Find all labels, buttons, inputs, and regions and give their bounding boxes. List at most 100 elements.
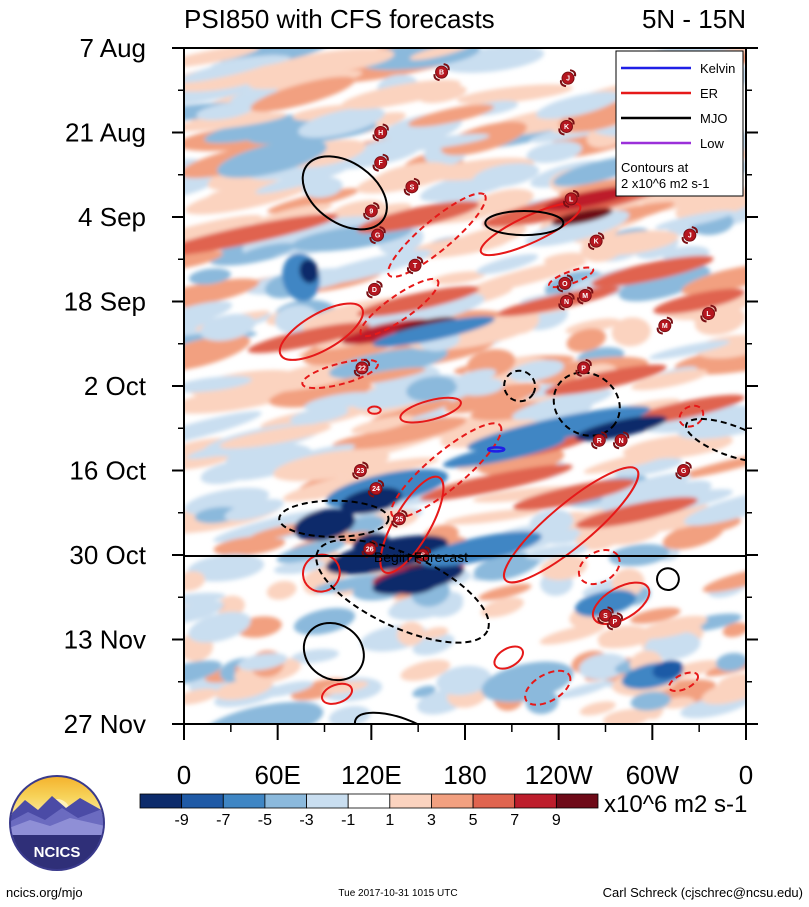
anomaly-cell — [419, 464, 573, 501]
anomaly-cell — [188, 268, 231, 285]
storm-swirl — [406, 256, 424, 275]
anomaly-cell — [237, 653, 288, 671]
anomaly-cell — [268, 381, 373, 408]
anomaly-cell — [565, 318, 620, 334]
y-tick-label: 30 Oct — [69, 540, 146, 570]
storm-marker: D — [366, 280, 383, 299]
storm-marker: 22 — [353, 358, 371, 377]
storm-marker: O — [556, 274, 574, 293]
storm-id: G — [681, 468, 687, 475]
storm-dot — [683, 228, 697, 242]
colorbar-label: 3 — [427, 812, 436, 829]
anomaly-cell — [293, 508, 356, 541]
storm-swirl — [558, 292, 575, 311]
storm-id: P — [613, 619, 618, 626]
colorbar-label: -9 — [175, 812, 189, 829]
anomaly-cell — [350, 415, 414, 434]
storm-dot — [614, 433, 628, 447]
anomaly-cell — [574, 589, 637, 617]
storm-dot — [599, 608, 612, 622]
anomaly-cell — [653, 288, 746, 315]
anomaly-cell — [184, 335, 251, 372]
anomaly-cell — [422, 626, 449, 639]
storm-swirl — [577, 286, 594, 305]
x-tick-label: 60W — [626, 760, 680, 790]
legend-box — [615, 50, 744, 197]
contour-line — [320, 682, 353, 705]
storm-id: O — [562, 281, 568, 288]
anomaly-cell — [431, 271, 486, 285]
anomaly-cell — [508, 359, 565, 382]
anomaly-cell — [216, 595, 245, 617]
colorbar-swatch — [264, 793, 307, 809]
storm-id: K — [594, 239, 599, 246]
storm-swirl — [575, 358, 592, 377]
storm-marker: S — [597, 606, 614, 625]
anomaly-cell — [204, 114, 315, 144]
anomaly-cell — [253, 203, 333, 227]
anomaly-cell — [184, 592, 226, 606]
storm-swirl — [353, 358, 371, 377]
legend-label-er: ER — [700, 86, 718, 101]
anomaly-cell — [544, 186, 636, 211]
storm-dot — [363, 542, 377, 556]
storm-dot — [578, 288, 592, 302]
chart-title: PSI850 with CFS forecasts — [184, 4, 495, 34]
footer-website: ncics.org/mjo — [6, 885, 83, 900]
anomaly-cell — [472, 163, 540, 188]
anomaly-cell — [444, 508, 541, 525]
storm-dot — [369, 482, 383, 496]
storm-id: 23 — [357, 468, 365, 475]
anomaly-cell — [436, 665, 492, 696]
anomaly-cell — [578, 653, 628, 680]
anomaly-cell — [400, 659, 451, 681]
anomaly-cell — [591, 255, 714, 288]
anomaly-cell — [654, 210, 735, 230]
storm-dot — [558, 276, 572, 290]
anomaly-cell — [409, 48, 471, 61]
y-tick-label: 27 Nov — [64, 709, 146, 739]
anomaly-cell — [674, 345, 746, 375]
storm-marker: P — [606, 612, 624, 631]
anomaly-cell — [441, 224, 527, 255]
storm-marker: R — [591, 431, 608, 450]
tropical-cyclone-markers: BJKHFSL9GKJTODMNLM22PRN23G242526SSP — [352, 63, 717, 631]
anomaly-cell — [357, 200, 480, 234]
storm-id: N — [564, 299, 569, 306]
storm-swirl — [367, 479, 385, 498]
anomaly-cell — [649, 340, 730, 360]
storm-marker: M — [656, 316, 673, 335]
anomaly-cell — [480, 597, 524, 618]
storm-swirl — [656, 316, 673, 335]
storm-dot — [608, 614, 622, 628]
storm-swirl — [591, 431, 608, 450]
contour-line — [685, 417, 746, 463]
anomaly-cell — [357, 286, 480, 317]
storm-id: M — [662, 323, 668, 330]
anomaly-cell — [299, 259, 319, 284]
contour-line — [301, 155, 388, 231]
anomaly-cell — [695, 334, 746, 359]
storm-swirl — [559, 69, 577, 88]
storm-marker: N — [558, 292, 575, 311]
storm-id: M — [582, 293, 588, 300]
colorbar-label: 5 — [469, 812, 478, 829]
anomaly-cell — [266, 580, 297, 600]
anomaly-cell — [630, 691, 671, 711]
storm-id: G — [375, 233, 381, 240]
storm-marker: J — [681, 226, 698, 245]
anomaly-cell — [717, 673, 746, 693]
contour-line — [278, 302, 364, 361]
anomaly-cell — [472, 486, 577, 503]
storm-swirl — [597, 606, 614, 625]
storm-id: B — [439, 70, 444, 77]
anomaly-cell — [187, 554, 265, 582]
storm-dot — [371, 228, 385, 242]
anomaly-cell — [535, 91, 620, 119]
anomaly-cell — [467, 406, 651, 451]
storm-marker: N — [612, 431, 630, 450]
storm-swirl — [372, 123, 389, 142]
colorbar-label: -3 — [299, 812, 313, 829]
anomaly-cell — [188, 611, 251, 643]
storm-id: K — [564, 124, 569, 131]
